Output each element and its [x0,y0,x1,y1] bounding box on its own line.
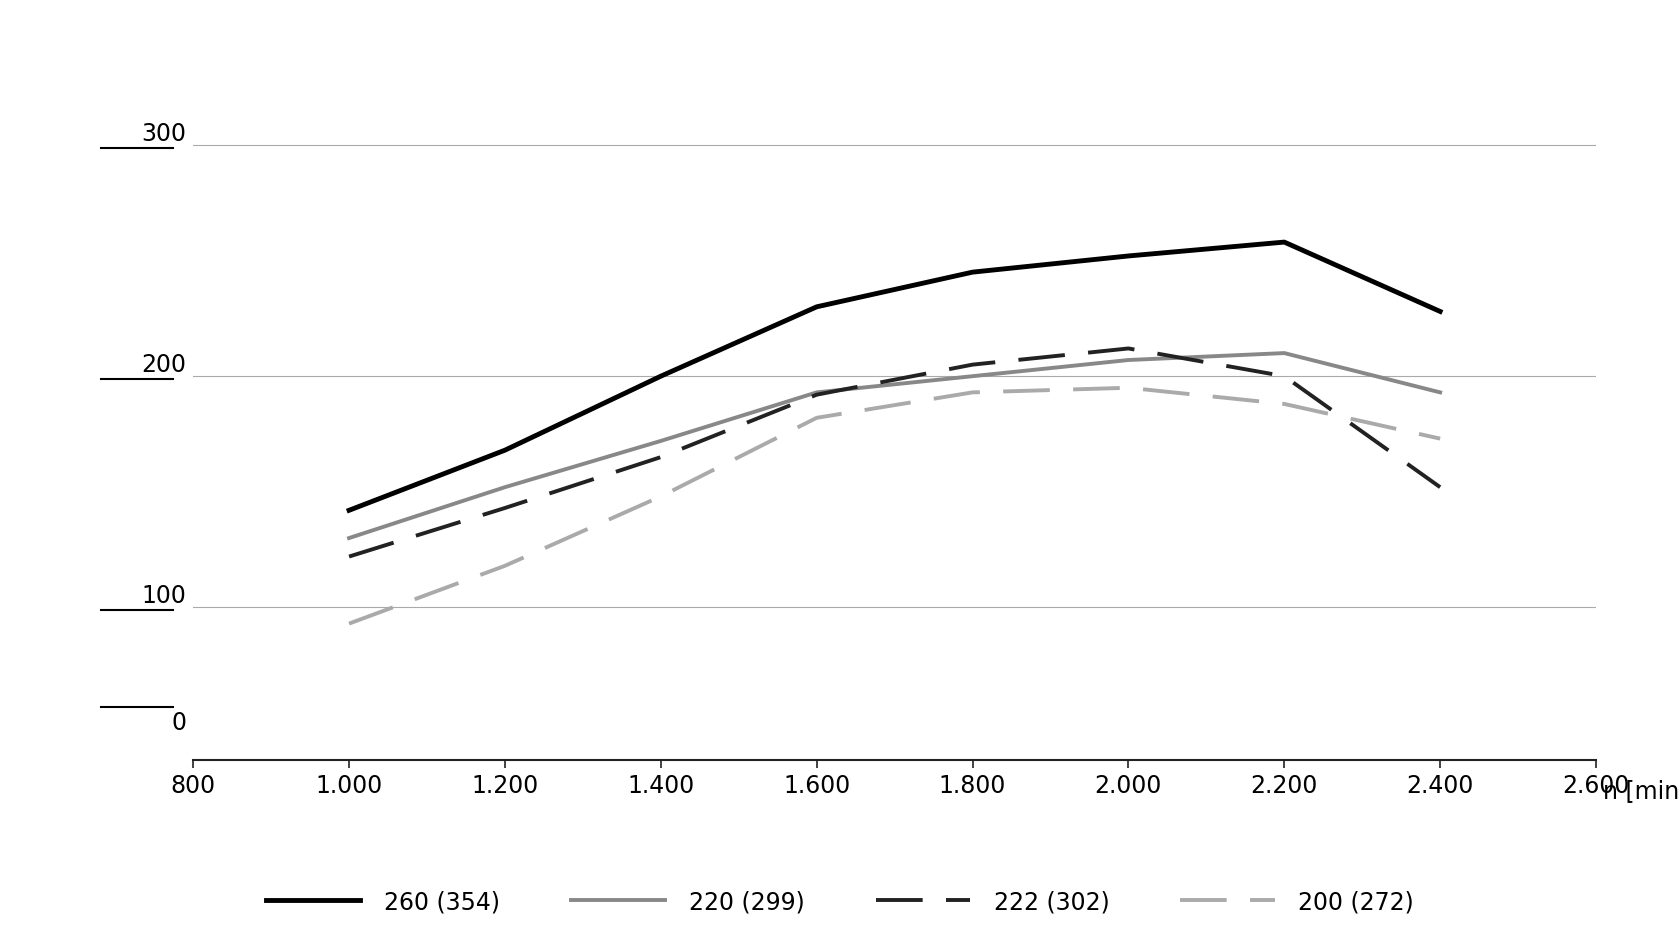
Text: n [min⁻¹]: n [min⁻¹] [1603,778,1680,802]
Text: 100: 100 [141,583,186,608]
Text: 0: 0 [171,711,186,734]
Legend: 260 (354), 220 (299), 222 (302), 200 (272): 260 (354), 220 (299), 222 (302), 200 (27… [257,880,1423,923]
Text: 200: 200 [141,353,186,377]
Text: 300: 300 [141,122,186,145]
